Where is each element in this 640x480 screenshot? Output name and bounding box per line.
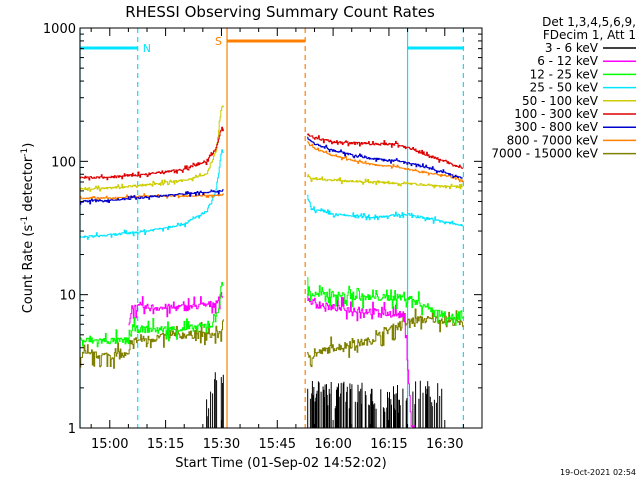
legend-header-line-1: Det 1,3,4,5,6,9, xyxy=(542,15,636,29)
series-segment xyxy=(307,133,464,169)
legend: Det 1,3,4,5,6,9, FDecim 1, Att 1 3 - 6 k… xyxy=(491,15,636,161)
series-3-6keV-line xyxy=(206,372,443,428)
x-tick-label: 15:45 xyxy=(259,437,296,452)
legend-label: 12 - 25 keV xyxy=(530,67,599,81)
y-axis-title: Count Rate (s-1 detector-1) xyxy=(20,143,36,314)
series-segment xyxy=(307,277,464,326)
series-segment xyxy=(128,291,224,326)
y-axis-title-exp2: -1 xyxy=(20,148,30,157)
y-axis-title-base: Count Rate (s xyxy=(21,225,36,314)
series-bars xyxy=(206,372,443,428)
y-tick-label: 10 xyxy=(59,289,76,304)
timestamp: 19-Oct-2021 02:54 xyxy=(560,468,636,477)
y-axis-title-exp1: -1 xyxy=(20,216,30,225)
series-6-12keV-line xyxy=(128,291,415,428)
legend-label: 25 - 50 keV xyxy=(530,81,599,95)
x-tick-label: 16:30 xyxy=(426,437,463,452)
series-segment xyxy=(80,126,224,181)
series-100-300keV-line xyxy=(80,126,464,181)
x-tick-label: 16:15 xyxy=(370,437,407,452)
legend-header-line-2: FDecim 1, Att 1 xyxy=(543,28,636,42)
series-segment xyxy=(80,105,224,192)
y-axis-title-mid: detector xyxy=(21,156,36,216)
plot-frame xyxy=(79,27,483,429)
legend-label: 300 - 800 keV xyxy=(514,120,598,134)
y-axis-title-end: ) xyxy=(21,143,36,148)
series-segment xyxy=(80,282,224,348)
chart-title: RHESSI Observing Summary Count Rates xyxy=(125,3,435,21)
series-segment xyxy=(80,319,224,369)
series-12-25keV-line xyxy=(80,277,464,348)
series-segment xyxy=(307,194,464,227)
series-segment xyxy=(307,141,464,183)
x-tick-label: 15:30 xyxy=(203,437,240,452)
y-tick-label: 1000 xyxy=(43,22,76,37)
legend-label: 3 - 6 keV xyxy=(545,41,599,55)
axis-layer: 15:00 15:15 15:30 15:45 16:00 16:15 16:30 1 10 10… xyxy=(43,22,483,452)
series-segment xyxy=(307,308,464,368)
series-layer xyxy=(80,105,464,428)
night-label: N xyxy=(143,42,151,55)
legend-label: 50 - 100 keV xyxy=(522,94,599,108)
legend-label: 100 - 300 keV xyxy=(514,107,598,121)
overlay-layer: NS xyxy=(79,28,464,428)
series-segment xyxy=(80,149,224,240)
x-tick-label: 15:00 xyxy=(91,437,128,452)
x-tick-label: 15:15 xyxy=(147,437,184,452)
series-segment xyxy=(80,189,224,205)
y-tick-label: 1 xyxy=(68,422,76,437)
legend-label: 6 - 12 keV xyxy=(537,54,599,68)
series-300-800keV-line xyxy=(80,136,464,205)
series-segment xyxy=(307,136,464,179)
y-tick-label: 100 xyxy=(51,155,76,170)
saa-label: S xyxy=(215,35,222,48)
series-25-50keV-line xyxy=(80,149,464,240)
legend-label: 800 - 7000 keV xyxy=(507,133,599,147)
series-segment xyxy=(307,174,464,190)
legend-label: 7000 - 15000 keV xyxy=(491,147,598,161)
x-tick-label: 16:00 xyxy=(314,437,351,452)
series-segment xyxy=(307,293,415,428)
series-50-100keV-line xyxy=(80,105,464,192)
x-axis-title: Start Time (01-Sep-02 14:52:02) xyxy=(175,456,386,471)
